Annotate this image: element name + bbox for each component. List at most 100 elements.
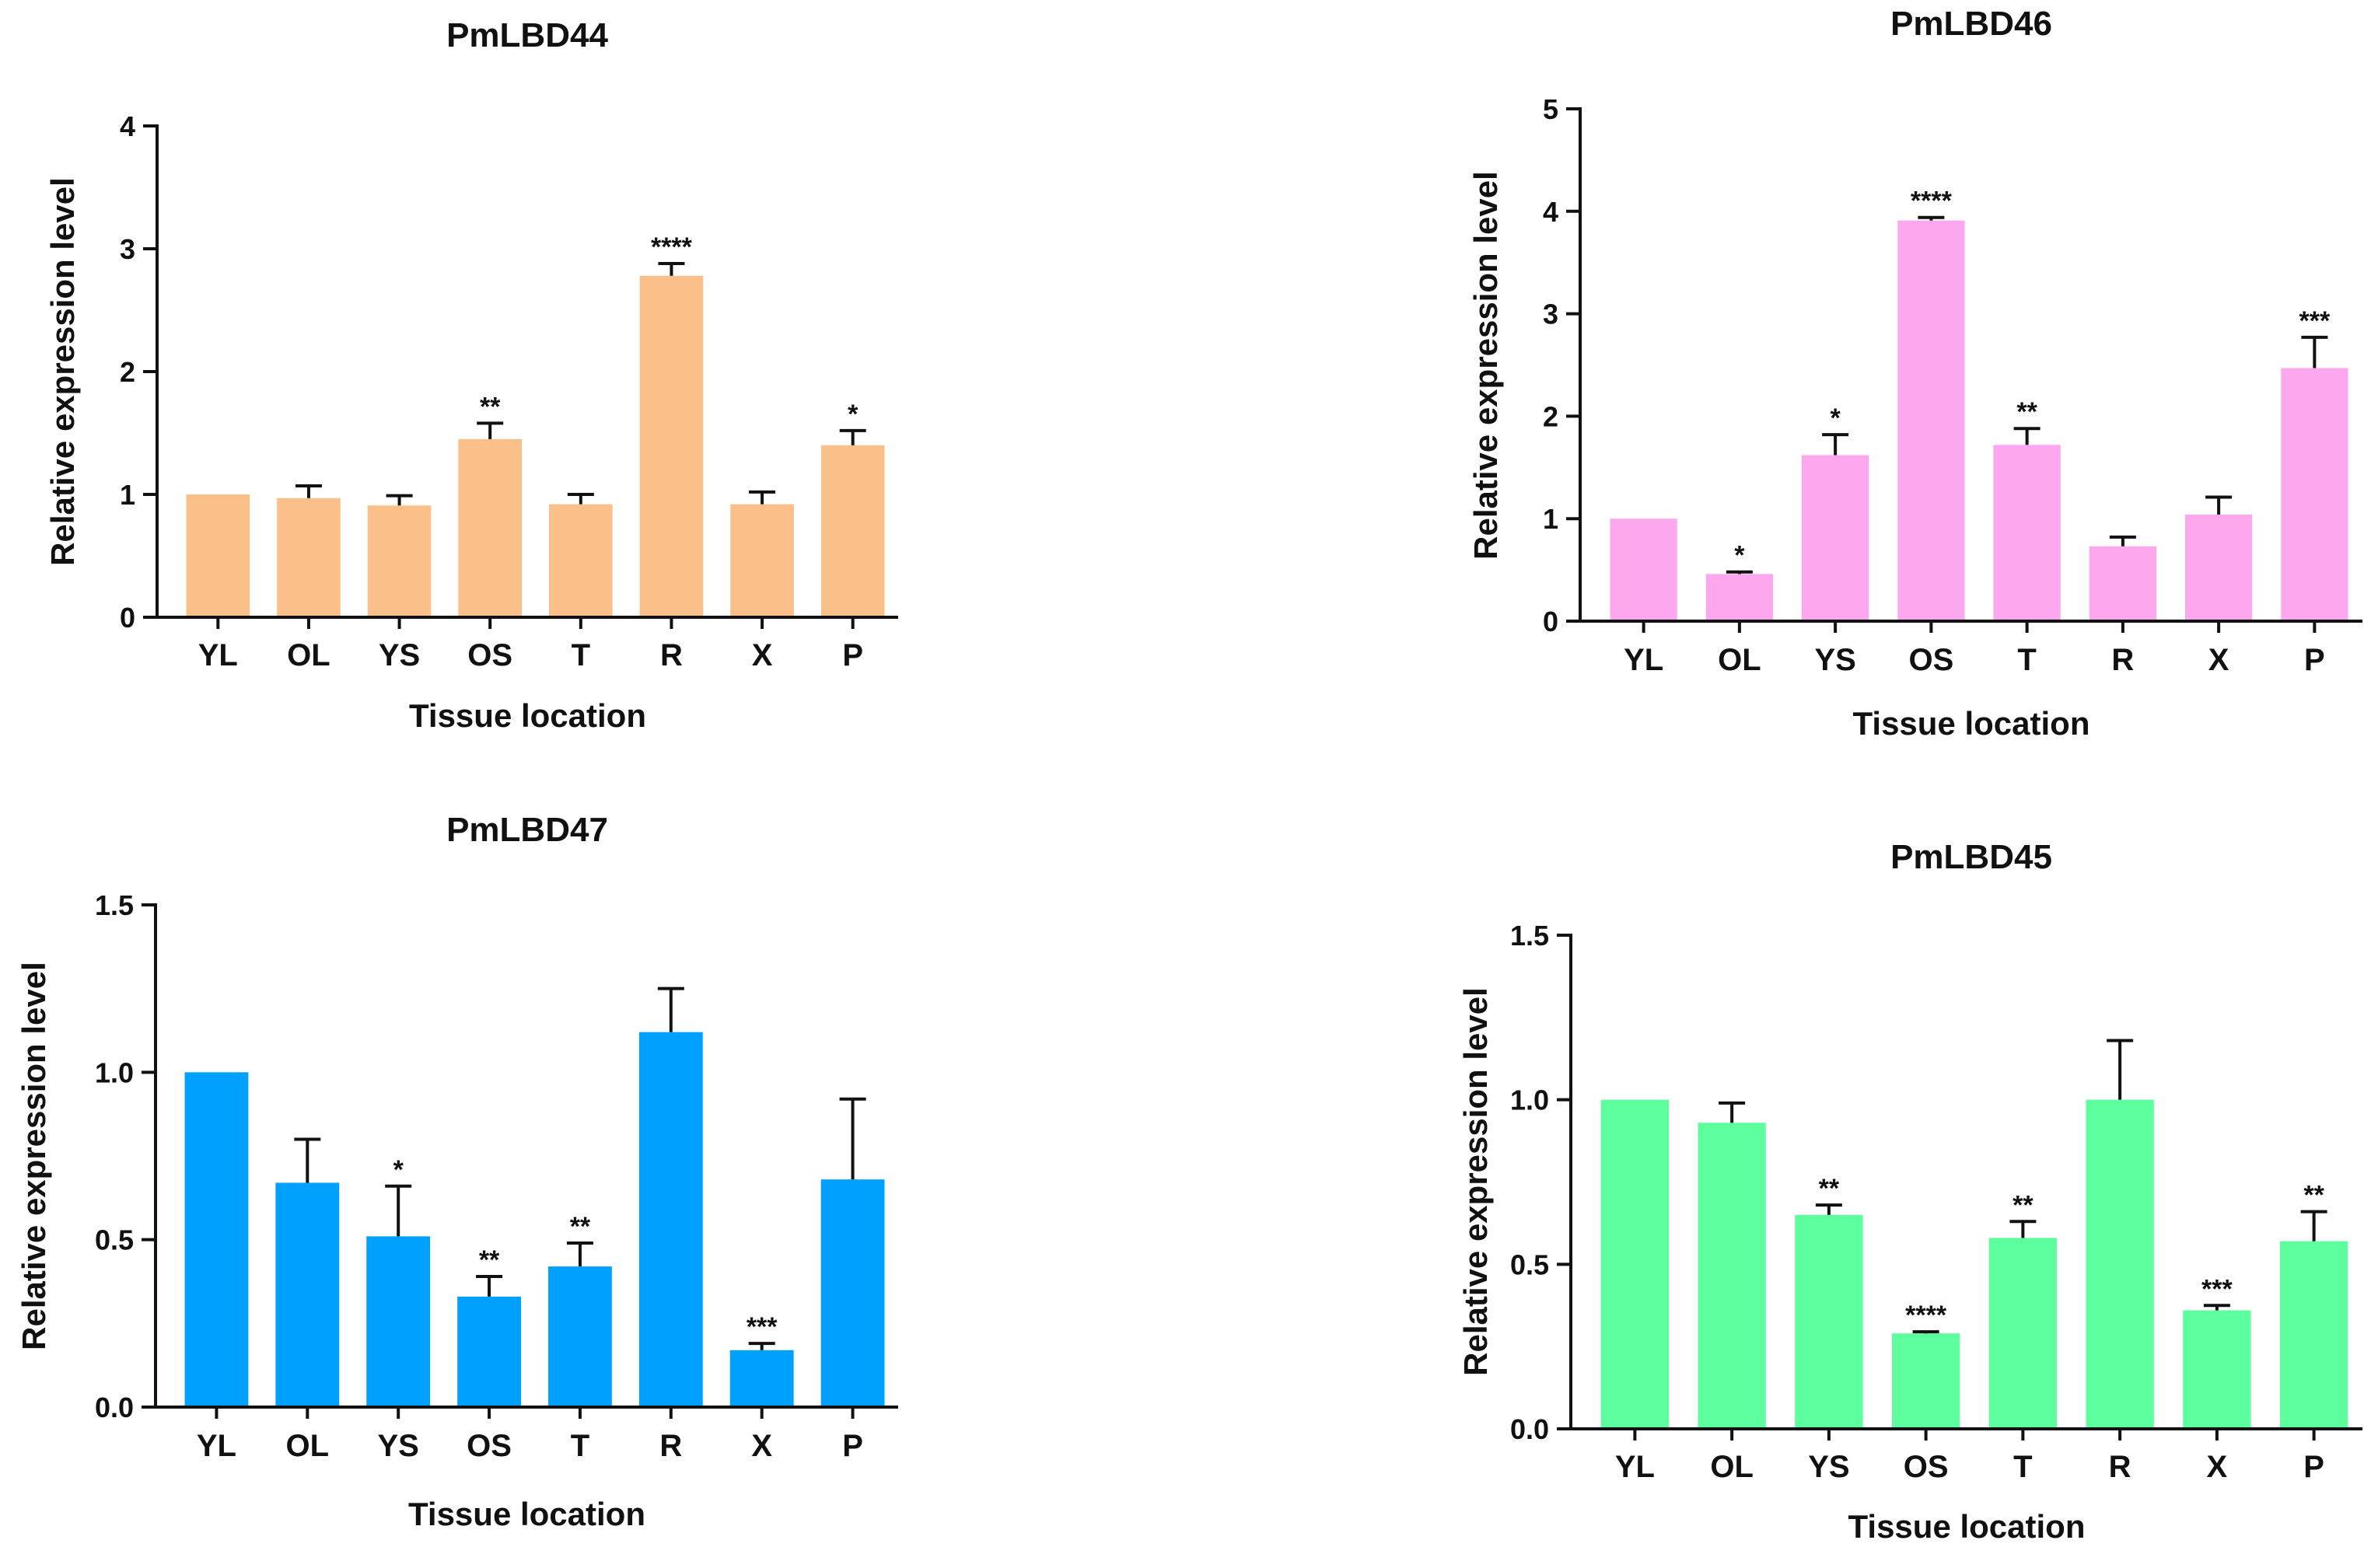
y-tick-label: 0.0 xyxy=(1510,1413,1549,1445)
x-tick-label: YL xyxy=(1615,1450,1655,1484)
y-tick-label: 0 xyxy=(1543,606,1558,637)
x-tick-label: R xyxy=(660,638,683,672)
y-tick-label: 4 xyxy=(120,110,135,142)
chart-pmlbd44: PmLBD44 Relative expression level Tissue l… xyxy=(44,16,898,734)
x-tick-label: T xyxy=(572,638,590,672)
bar-yl xyxy=(1600,1099,1670,1429)
significance-label: *** xyxy=(747,1312,778,1342)
bar-ys xyxy=(1801,455,1869,621)
y-tick-label: 1.0 xyxy=(1510,1084,1549,1116)
x-tick-label: P xyxy=(2303,1450,2324,1484)
y-tick-label: 0.0 xyxy=(95,1392,134,1423)
x-tick-label: R xyxy=(2111,643,2134,677)
x-tick-label: X xyxy=(751,1429,772,1463)
x-tick-label: YL xyxy=(198,638,238,672)
bar-t xyxy=(1993,445,2061,621)
y-tick-label: 4 xyxy=(1543,196,1558,228)
bar-ol xyxy=(275,1182,340,1407)
x-tick-label: YS xyxy=(379,638,420,672)
chart-title: PmLBD46 xyxy=(1890,5,2052,43)
x-tick-label: OS xyxy=(467,638,512,672)
bar-os xyxy=(1897,220,1965,621)
significance-label: * xyxy=(1734,541,1745,571)
y-axis-label: Relative expression level xyxy=(1457,987,1494,1376)
bar-ys xyxy=(366,1236,431,1407)
x-tick-label: R xyxy=(2109,1450,2131,1484)
bar-p xyxy=(2281,368,2348,621)
significance-label: * xyxy=(393,1155,404,1185)
significance-label: ** xyxy=(2303,1181,2324,1210)
x-axis-label: Tissue location xyxy=(1853,705,2090,742)
significance-label: **** xyxy=(1905,1301,1947,1330)
bar-p xyxy=(820,445,885,617)
x-axis-label: Tissue location xyxy=(409,697,646,734)
x-tick-label: R xyxy=(659,1429,682,1463)
bar-os xyxy=(457,1296,521,1407)
bar-x xyxy=(729,1350,794,1407)
bar-ol xyxy=(277,498,341,617)
significance-label: **** xyxy=(651,232,693,262)
bar-x xyxy=(2183,1310,2251,1429)
x-tick-label: OL xyxy=(1718,643,1761,677)
bar-r xyxy=(2086,1099,2154,1429)
chart-title: PmLBD45 xyxy=(1890,838,2052,876)
y-tick-label: 5 xyxy=(1543,93,1558,125)
significance-label: ** xyxy=(570,1212,591,1241)
y-tick-label: 1.5 xyxy=(1510,920,1549,952)
y-tick-label: 1 xyxy=(120,479,135,511)
chart-title: PmLBD44 xyxy=(446,16,608,54)
bar-r xyxy=(639,275,704,617)
x-tick-label: OL xyxy=(1710,1450,1754,1484)
y-axis-label: Relative expression level xyxy=(16,962,52,1350)
x-tick-label: OL xyxy=(287,638,330,672)
x-axis-label: Tissue location xyxy=(408,1496,645,1532)
bar-os xyxy=(458,438,523,617)
bar-t xyxy=(548,504,613,617)
x-tick-label: YS xyxy=(1808,1450,1849,1484)
y-tick-label: 0 xyxy=(120,602,135,634)
bar-yl xyxy=(1610,519,1677,621)
x-tick-label: T xyxy=(571,1429,589,1463)
bar-ys xyxy=(1795,1214,1863,1429)
x-axis-label: Tissue location xyxy=(1848,1508,2086,1545)
x-tick-label: P xyxy=(842,638,863,672)
y-tick-label: 1 xyxy=(1543,503,1558,535)
bar-yl xyxy=(184,1072,249,1407)
significance-label: *** xyxy=(2299,306,2331,336)
y-tick-label: 0.5 xyxy=(1510,1248,1549,1280)
significance-label: ** xyxy=(2013,1190,2034,1220)
bar-x xyxy=(2184,514,2253,621)
bar-t xyxy=(1988,1238,2058,1429)
y-tick-label: 3 xyxy=(120,233,135,265)
x-tick-label: OS xyxy=(1904,1450,1949,1484)
x-tick-label: X xyxy=(2207,1450,2228,1484)
chart-title: PmLBD47 xyxy=(446,811,608,849)
y-tick-label: 1.0 xyxy=(95,1056,134,1088)
x-tick-label: T xyxy=(2013,1450,2032,1484)
significance-label: ** xyxy=(1819,1174,1840,1203)
x-tick-label: YS xyxy=(378,1429,419,1463)
y-axis-label: Relative expression level xyxy=(44,177,81,566)
x-tick-label: OL xyxy=(286,1429,330,1463)
significance-label: * xyxy=(848,400,859,429)
x-tick-label: YS xyxy=(1814,643,1855,677)
chart-pmlbd47: PmLBD47 Relative expression level Tissue l… xyxy=(16,811,898,1532)
x-tick-label: X xyxy=(752,638,773,672)
significance-label: * xyxy=(1831,403,1841,433)
bar-ol xyxy=(1698,1123,1766,1429)
significance-label: *** xyxy=(2201,1274,2233,1304)
y-tick-label: 0.5 xyxy=(95,1224,134,1256)
x-tick-label: YL xyxy=(197,1429,236,1463)
y-tick-label: 1.5 xyxy=(95,889,134,921)
y-axis-label: Relative expression level xyxy=(1467,171,1504,560)
bar-yl xyxy=(186,494,250,617)
significance-label: ** xyxy=(479,1245,500,1275)
y-tick-label: 2 xyxy=(120,356,135,388)
significance-label: ** xyxy=(2016,397,2037,427)
significance-label: **** xyxy=(1911,187,1953,216)
bar-p xyxy=(820,1179,885,1407)
x-tick-label: P xyxy=(842,1429,863,1463)
x-tick-label: OS xyxy=(467,1429,512,1463)
bar-r xyxy=(2089,546,2157,621)
